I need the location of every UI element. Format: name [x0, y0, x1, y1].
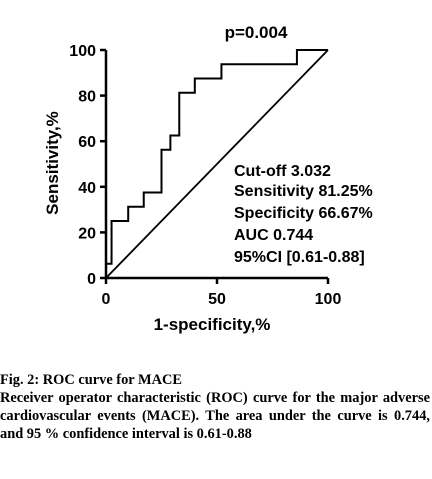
y-tick-label: 20	[78, 225, 96, 242]
reference-diagonal-line	[105, 49, 329, 279]
stats-specificity: Specificity 66.67%	[234, 205, 373, 222]
stats-auc: AUC 0.744	[234, 227, 313, 244]
roc-curve-line	[105, 49, 328, 278]
x-tick-group: 0 50 100	[102, 278, 342, 308]
x-tick-label: 0	[102, 291, 111, 308]
stats-box: Cut-off 3.032 Sensitivity 81.25% Specifi…	[234, 163, 373, 266]
y-tick-label: 80	[78, 89, 96, 106]
y-tick-group: 0 20 40 60 80 100	[69, 43, 106, 288]
figure-caption: Fig. 2: ROC curve for MACE Receiver oper…	[0, 371, 430, 443]
y-tick-label: 40	[78, 180, 96, 197]
x-tick-label: 50	[208, 291, 226, 308]
x-axis-label: 1-specificity,%	[154, 315, 271, 334]
caption-title: Fig. 2: ROC curve for MACE	[0, 372, 182, 388]
roc-chart: p=0.004 0 20 40 60 80 100 0 50 100 Sensitivity,…	[43, 23, 373, 334]
stats-cutoff: Cut-off 3.032	[234, 163, 331, 180]
x-tick-label: 100	[315, 291, 342, 308]
stats-ci: 95%CI [0.61-0.88]	[234, 249, 365, 266]
y-tick-label: 0	[87, 271, 96, 288]
caption-body: Receiver operator characteristic (ROC) c…	[0, 390, 430, 442]
stats-sensitivity: Sensitivity 81.25%	[234, 183, 373, 200]
p-value-annotation: p=0.004	[225, 23, 288, 42]
y-tick-label: 100	[69, 43, 96, 60]
y-axis-label: Sensitivity,%	[43, 111, 62, 215]
series-group	[105, 49, 329, 279]
x-axis: 0 50 100	[102, 276, 342, 308]
y-axis: 0 20 40 60 80 100	[69, 43, 108, 288]
y-tick-label: 60	[78, 134, 96, 151]
